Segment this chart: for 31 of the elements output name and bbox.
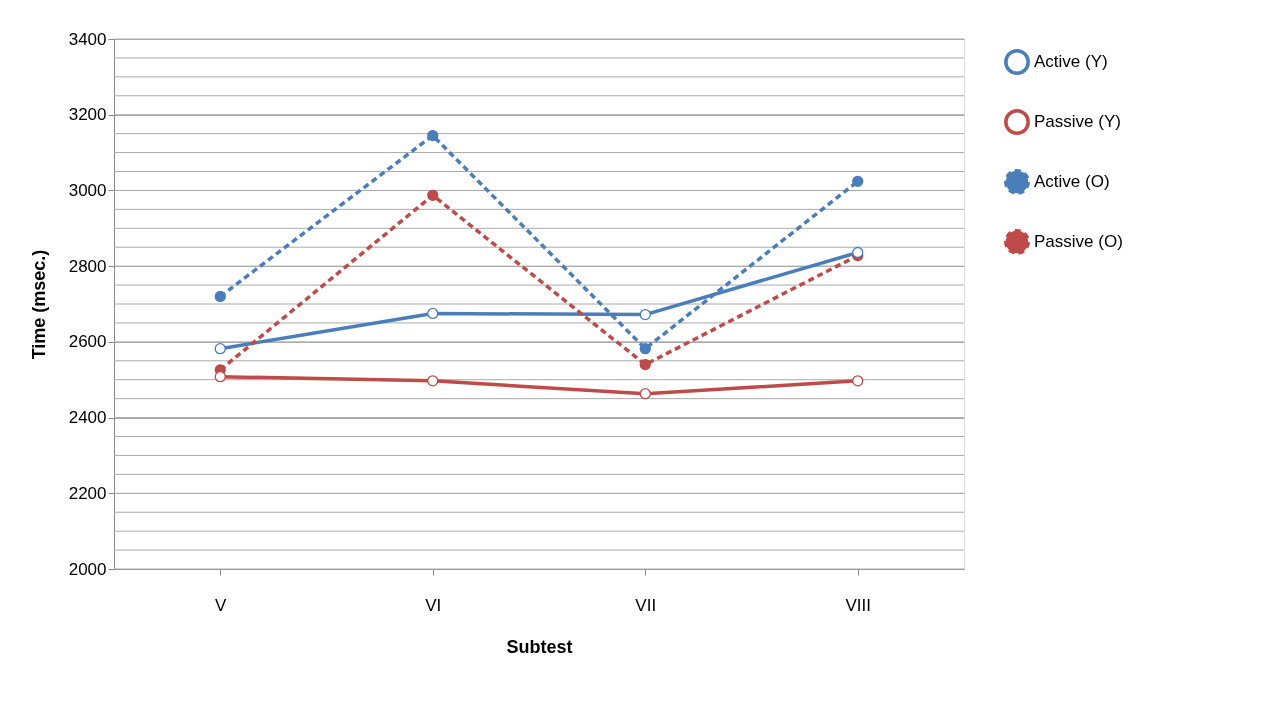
x-tick-label: VII bbox=[635, 595, 657, 615]
y-tick-label: 2200 bbox=[68, 483, 107, 503]
point bbox=[427, 189, 439, 201]
point bbox=[214, 343, 226, 355]
x-axis-title: Subtest bbox=[506, 636, 573, 657]
legend-label: Active (O) bbox=[1034, 172, 1110, 191]
x-tick-label: VIII bbox=[845, 595, 872, 615]
point bbox=[639, 308, 651, 321]
y-tick-label: 2800 bbox=[68, 256, 107, 276]
point bbox=[639, 343, 651, 355]
x-tick-label: V bbox=[215, 595, 228, 615]
point bbox=[427, 307, 439, 320]
point bbox=[427, 375, 439, 387]
point bbox=[639, 358, 651, 371]
y-tick-label: 2000 bbox=[68, 559, 107, 579]
legend-label: Active (Y) bbox=[1034, 52, 1108, 71]
point bbox=[852, 175, 864, 187]
point bbox=[427, 129, 439, 142]
point bbox=[639, 388, 651, 400]
y-tick-label: 2600 bbox=[68, 332, 107, 352]
y-tick-label: 3000 bbox=[68, 180, 107, 200]
y-tick-label: 3400 bbox=[68, 29, 107, 49]
legend-label: Passive (O) bbox=[1034, 232, 1123, 251]
y-tick-label: 2400 bbox=[68, 408, 107, 428]
point bbox=[214, 371, 226, 383]
point bbox=[852, 375, 864, 387]
y-axis-title: Time (msec.) bbox=[28, 249, 49, 360]
point bbox=[214, 290, 226, 303]
legend-label: Passive (Y) bbox=[1034, 112, 1121, 131]
y-tick-label: 3200 bbox=[68, 105, 107, 125]
x-tick-label: VI bbox=[425, 595, 442, 615]
